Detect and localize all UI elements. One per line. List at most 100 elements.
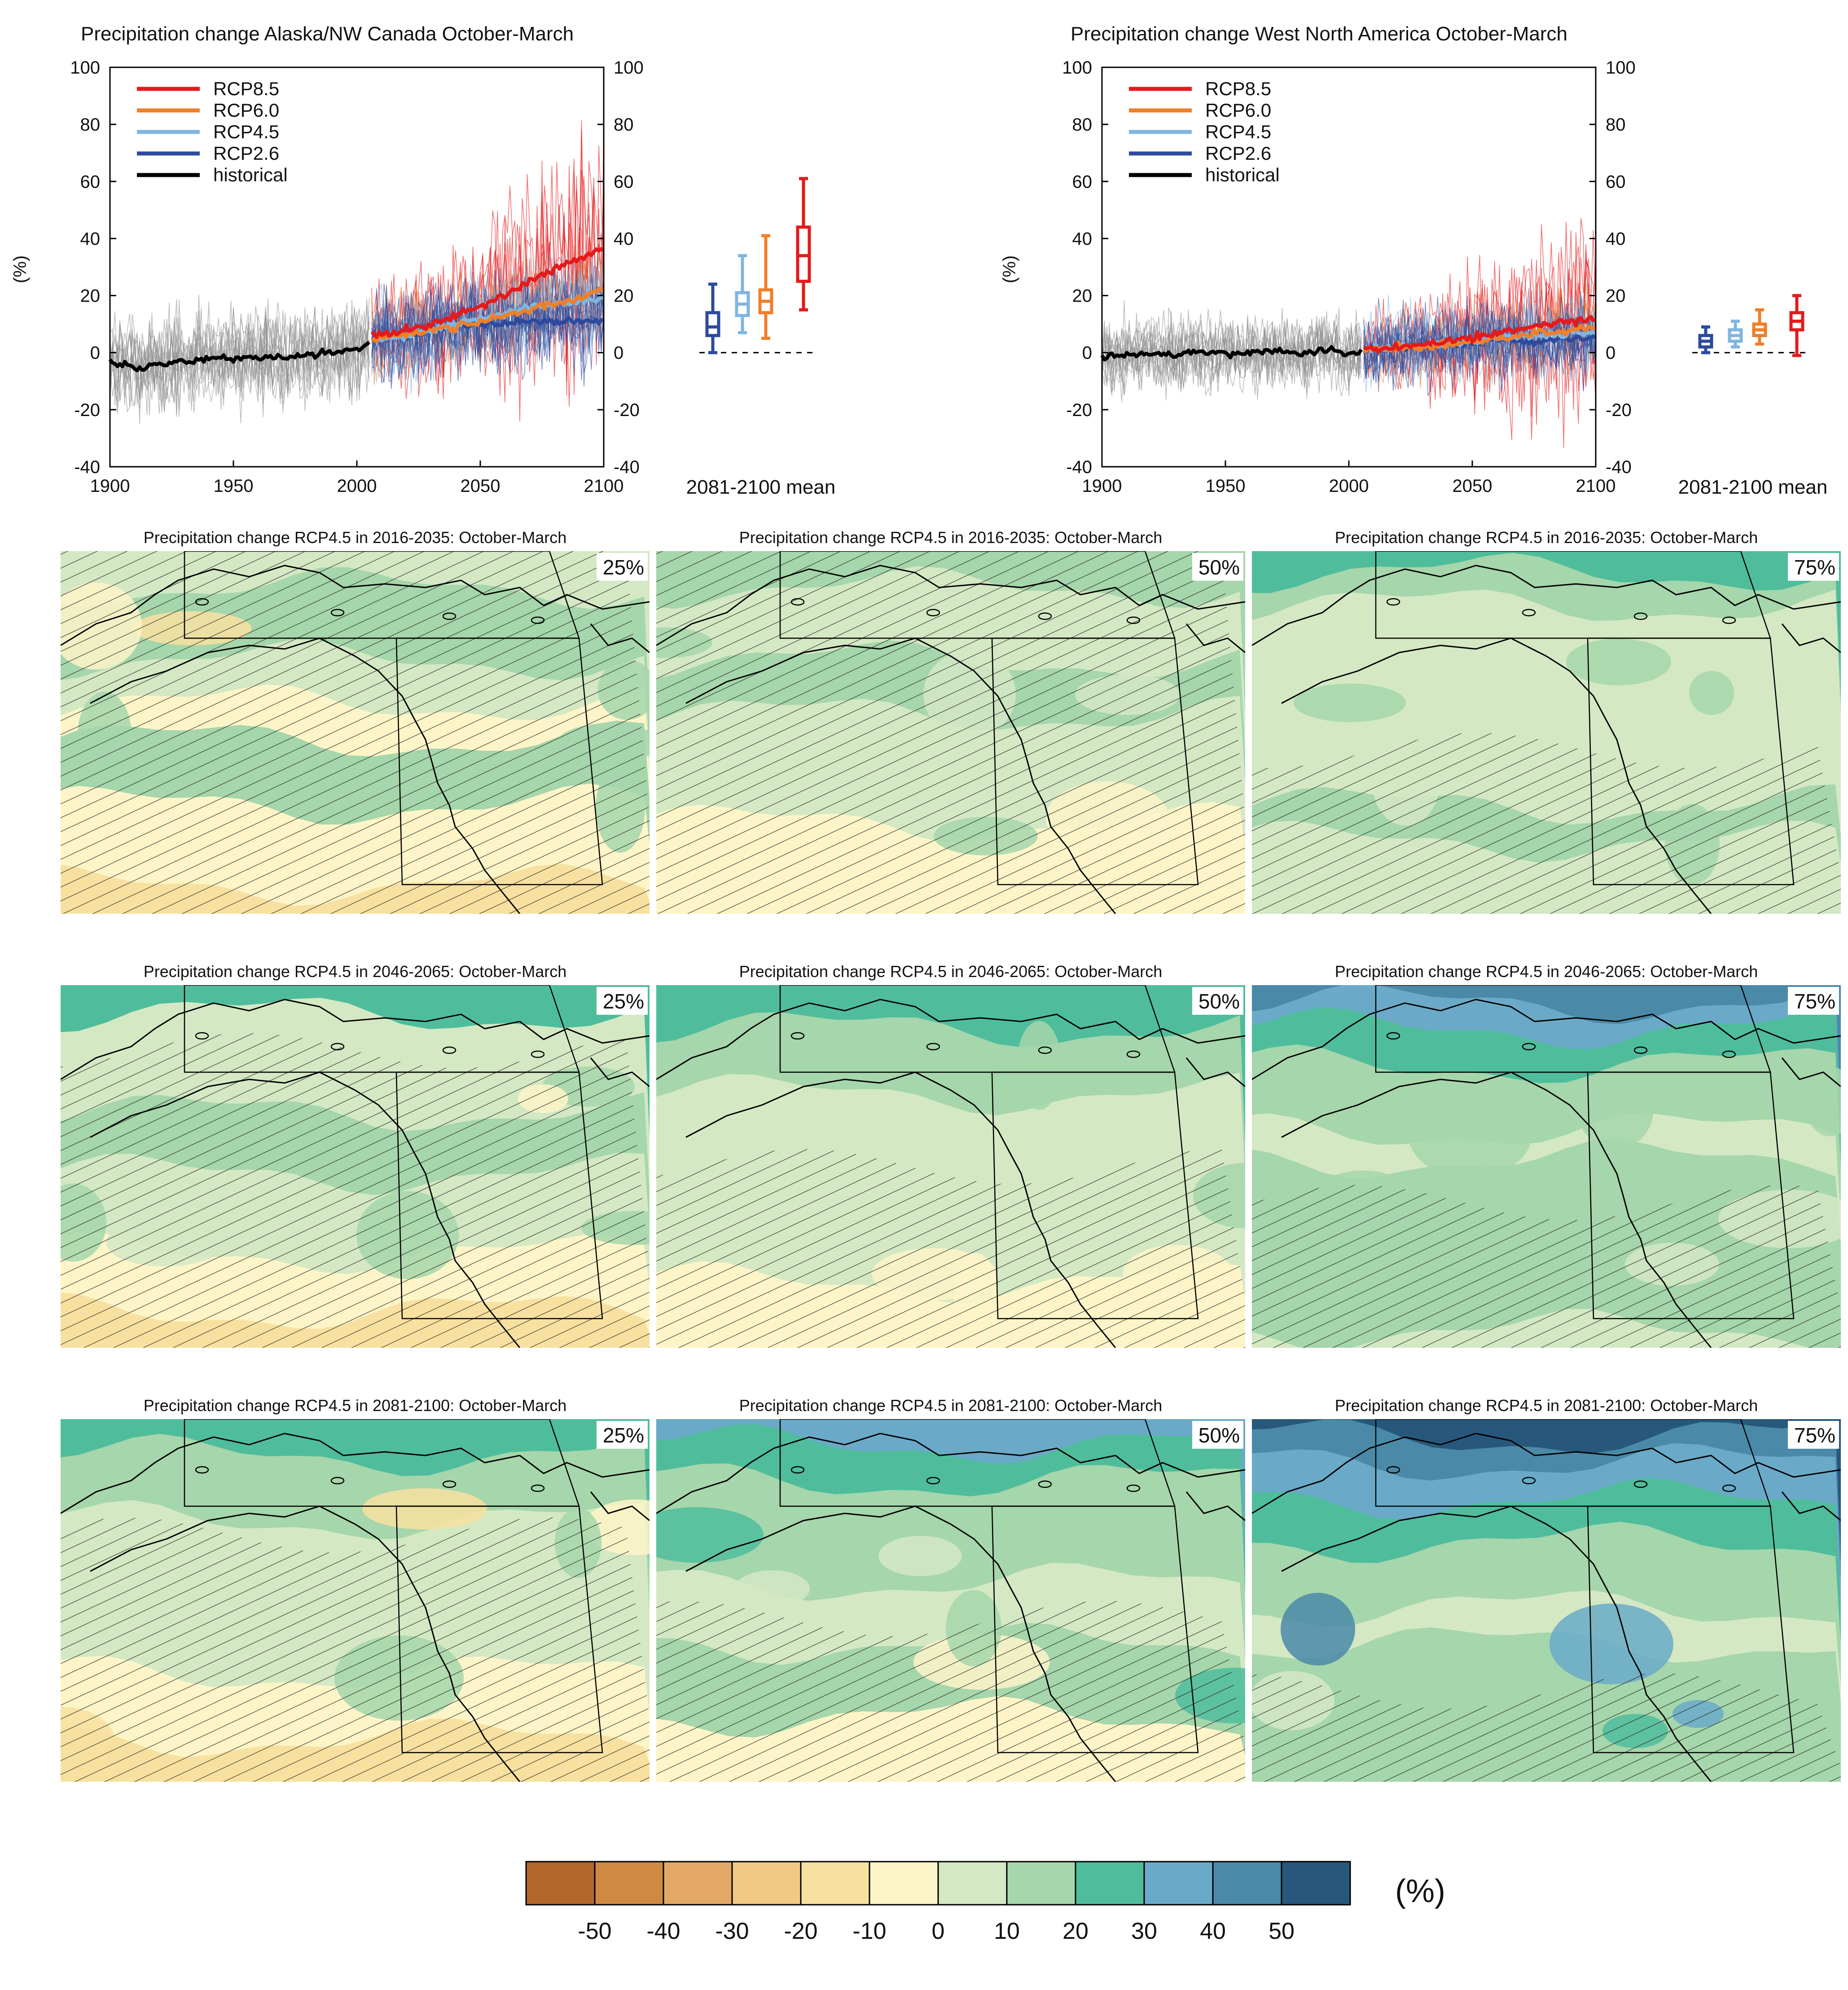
island [1722, 616, 1736, 624]
map-hatching [656, 1600, 1245, 1782]
model-run-rcp45 [1363, 297, 1596, 381]
coastline-arctic [1252, 565, 1841, 646]
island [926, 1043, 940, 1051]
coastline-hudson [1781, 1491, 1841, 1521]
ts-title: Precipitation change Alaska/NW Canada Oc… [81, 23, 574, 45]
island [1386, 1032, 1400, 1040]
map-panel: Precipitation change RCP4.5 in 2046-2065… [1252, 962, 1841, 1348]
map-blob [656, 1507, 764, 1563]
region-box-wna [991, 1071, 1199, 1319]
map-blob [1294, 684, 1406, 722]
map-title: Precipitation change RCP4.5 in 2016-2035… [144, 528, 567, 547]
colorbar-swatch [1143, 1861, 1214, 1906]
ts-plot-area: -40 -40 -20 -20 0 0 20 20 40 40 60 60 80 80 100 100 1900… [70, 58, 817, 496]
map-panel: Precipitation change RCP4.5 in 2081-2100… [1252, 1396, 1841, 1782]
colorbar-swatch [1075, 1861, 1145, 1906]
coastline-hudson [590, 623, 650, 653]
region-box-wna [395, 1505, 603, 1753]
map-blob [1550, 1604, 1673, 1684]
y-tick-label: 60 [80, 172, 101, 192]
y-tick-label: -40 [1066, 457, 1092, 477]
colorbar-tick-label: -20 [784, 1918, 817, 1944]
map-title: Precipitation change RCP4.5 in 2081-2100… [1335, 1396, 1758, 1415]
map-panel: Precipitation change RCP4.5 in 2016-2035… [61, 528, 650, 914]
percentile-label: 75% [1794, 556, 1835, 579]
island [442, 1046, 457, 1054]
island [926, 1477, 940, 1485]
coastline-arctic [656, 1433, 1245, 1514]
y-tick-label-right: -40 [1606, 457, 1632, 477]
y-tick-label: -20 [74, 400, 100, 420]
legend-label: RCP8.5 [213, 78, 279, 99]
colorbar-swatch [594, 1861, 664, 1906]
island [1386, 598, 1400, 606]
map-title: Precipitation change RCP4.5 in 2081-2100… [144, 1396, 567, 1415]
percentile-box [1192, 1421, 1243, 1449]
map-panel: Precipitation change RCP4.5 in 2046-2065… [656, 962, 1245, 1348]
y-tick-label-right: 80 [1606, 115, 1626, 135]
y-tick-label: 40 [1072, 229, 1093, 249]
map-title: Precipitation change RCP4.5 in 2046-2065… [739, 962, 1163, 981]
coastline-pacific [1281, 637, 1712, 914]
island [926, 609, 940, 617]
legend-label: RCP2.6 [213, 143, 279, 164]
y-tick-label-right: 100 [614, 58, 644, 78]
model-run-rcp26 [371, 277, 604, 376]
island [1633, 1480, 1648, 1488]
map-body [656, 985, 1245, 1348]
x-tick-label: 2100 [1576, 476, 1616, 496]
map-blob [1017, 1021, 1062, 1110]
y-tick-label: 100 [70, 58, 100, 78]
map-title: Precipitation change RCP4.5 in 2016-2035… [739, 528, 1163, 547]
legend-label: historical [213, 164, 288, 185]
colorbar-swatch [663, 1861, 733, 1906]
island [330, 609, 345, 617]
y-tick-label-right: 80 [614, 115, 634, 135]
series-mean-rcp85 [1363, 315, 1597, 354]
map-blob [1281, 1593, 1355, 1666]
map-hatching [61, 551, 650, 914]
x-tick-label: 2000 [1329, 476, 1369, 496]
coastline-hudson [590, 1491, 650, 1521]
map-body [656, 551, 1245, 914]
colorbar-tick-label: -10 [852, 1918, 886, 1944]
colorbar: (%) -50 -40 -30 -20 -10 0 10 20 30 40 50 [525, 1861, 1445, 1944]
island [330, 1477, 345, 1485]
map-panel: Precipitation change RCP4.5 in 2046-2065… [61, 962, 650, 1348]
map-body [656, 1419, 1245, 1782]
island [1126, 616, 1141, 624]
legend-label: RCP6.0 [213, 100, 279, 121]
percentile-label: 25% [603, 556, 644, 579]
colorbar-tick-label: 30 [1131, 1918, 1157, 1944]
colorbar-tick-label: -50 [578, 1918, 611, 1944]
map-title: Precipitation change RCP4.5 in 2081-2100… [739, 1396, 1163, 1415]
map-body [61, 1419, 650, 1782]
colorbar-tick-label: -30 [715, 1918, 749, 1944]
coastline-arctic [1252, 1433, 1841, 1514]
colorbar-swatch [1212, 1861, 1282, 1906]
coastline-hudson [1781, 623, 1841, 653]
box-title: 2081-2100 mean [1678, 476, 1828, 498]
y-tick-label-right: 40 [614, 229, 634, 249]
map-hatching [1252, 1673, 1841, 1782]
region-box-wna [395, 1071, 603, 1319]
colorbar-tick-label: 20 [1062, 1918, 1089, 1944]
map-blob [1566, 639, 1671, 685]
series-mean-historical [108, 341, 371, 373]
legend-label: RCP4.5 [1205, 121, 1271, 142]
percentile-label: 25% [603, 1424, 644, 1447]
island [330, 1043, 345, 1051]
percentile-label: 50% [1198, 556, 1240, 579]
y-tick-label: -40 [74, 457, 100, 477]
island [195, 1466, 209, 1474]
y-tick-label-right: 60 [1606, 172, 1626, 192]
colorbar-tick-label: 0 [932, 1918, 945, 1944]
coastline-hudson [1185, 623, 1245, 653]
colorbar-swatch [800, 1861, 870, 1906]
island [1722, 1484, 1736, 1492]
ts-plot-area: -40 -40 -20 -20 0 0 20 20 40 40 60 60 80 80 100 100 1900… [1062, 58, 1810, 496]
y-tick-label-right: 60 [614, 172, 634, 192]
y-tick-label-right: 0 [614, 343, 623, 363]
map-body [1252, 985, 1841, 1348]
map-hatching [61, 1033, 650, 1348]
